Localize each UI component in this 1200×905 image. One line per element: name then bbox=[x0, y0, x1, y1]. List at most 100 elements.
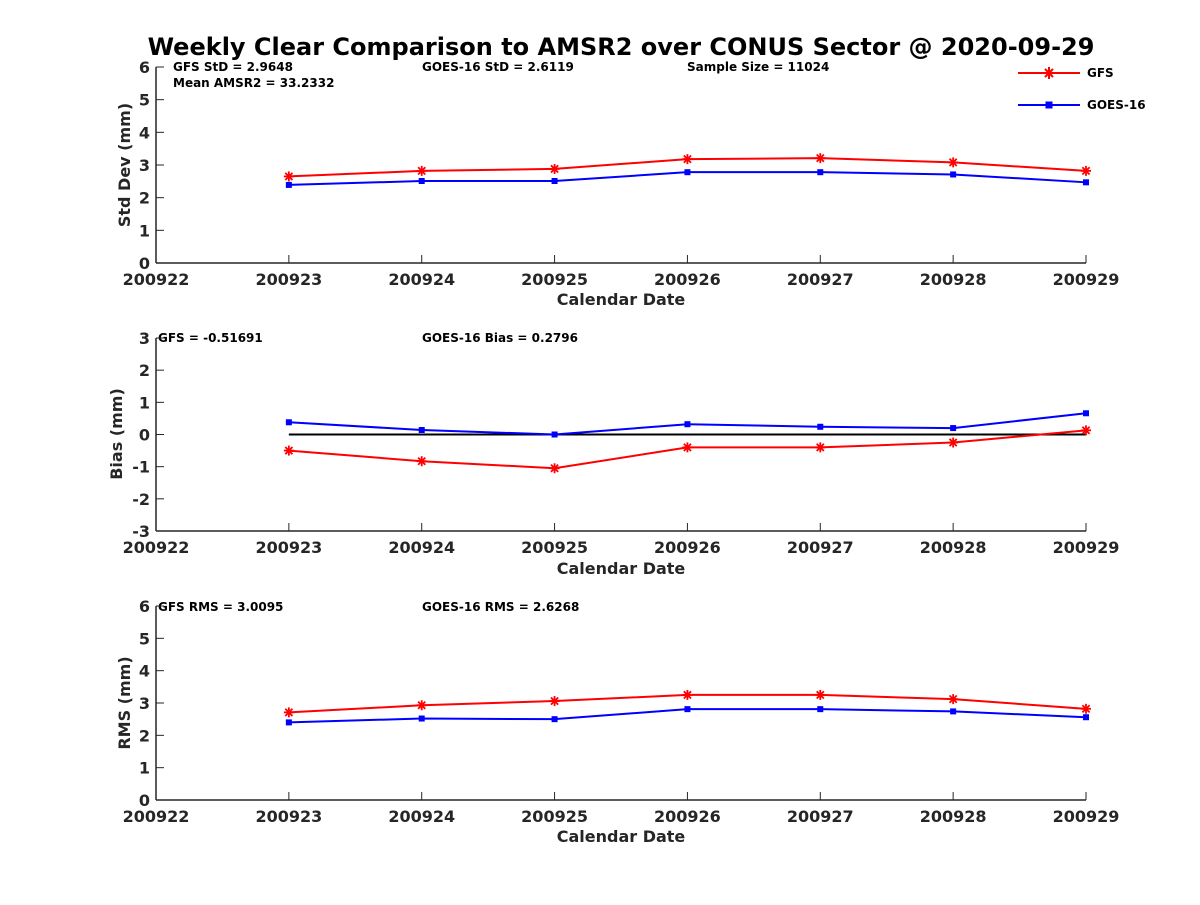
data-point-gfs bbox=[416, 456, 427, 467]
legend-gfs-label: GFS bbox=[1087, 66, 1114, 80]
data-point-gfs bbox=[283, 171, 294, 182]
data-point-gfs bbox=[815, 153, 826, 164]
y-tick-label: 3 bbox=[139, 694, 150, 713]
x-tick-label: 200929 bbox=[1053, 270, 1120, 289]
data-point-goes16 bbox=[1083, 179, 1089, 186]
data-point-goes16 bbox=[817, 423, 824, 430]
data-point-goes16 bbox=[684, 169, 691, 176]
data-point-gfs bbox=[815, 689, 826, 700]
data-point-goes16 bbox=[551, 431, 558, 438]
panel-bias: Bias (mm) Calendar Date GFS = -0.51691 G… bbox=[107, 329, 1119, 578]
data-point-goes16 bbox=[684, 421, 691, 428]
legend-goes16-label: GOES-16 bbox=[1087, 98, 1146, 112]
data-point-goes16 bbox=[551, 716, 558, 723]
chart-title: Weekly Clear Comparison to AMSR2 over CO… bbox=[148, 33, 1095, 61]
x-tick-label: 200929 bbox=[1053, 538, 1120, 557]
panel-rms-ylabel: RMS (mm) bbox=[115, 656, 134, 749]
x-tick-label: 200928 bbox=[920, 538, 987, 557]
x-tick-label: 200927 bbox=[787, 807, 854, 826]
x-tick-label: 200922 bbox=[123, 538, 190, 557]
annot-sample-size: Sample Size = 11024 bbox=[687, 60, 829, 74]
panel-std-dev-ylabel: Std Dev (mm) bbox=[115, 103, 134, 227]
y-tick-label: 6 bbox=[139, 58, 150, 77]
data-point-goes16 bbox=[418, 426, 425, 433]
data-point-goes16 bbox=[418, 715, 425, 722]
data-point-gfs bbox=[682, 154, 693, 165]
y-tick-label: -2 bbox=[132, 490, 150, 509]
x-tick-label: 200927 bbox=[787, 538, 854, 557]
annot-gfs-bias: GFS = -0.51691 bbox=[158, 331, 263, 345]
x-tick-label: 200923 bbox=[255, 807, 322, 826]
x-tick-label: 200923 bbox=[255, 538, 322, 557]
panel-std-dev-xlabel: Calendar Date bbox=[557, 290, 686, 309]
y-tick-label: 0 bbox=[139, 254, 150, 273]
data-point-gfs bbox=[283, 707, 294, 718]
data-point-gfs bbox=[948, 437, 959, 448]
data-point-goes16 bbox=[817, 706, 824, 713]
x-tick-label: 200926 bbox=[654, 270, 721, 289]
data-point-goes16 bbox=[551, 178, 558, 185]
data-point-gfs bbox=[1081, 165, 1091, 176]
x-tick-label: 200925 bbox=[521, 538, 588, 557]
annot-mean-amsr2: Mean AMSR2 = 33.2332 bbox=[173, 76, 334, 90]
data-point-goes16 bbox=[285, 719, 292, 726]
data-point-gfs bbox=[682, 689, 693, 700]
data-point-goes16 bbox=[1083, 410, 1089, 417]
panel-bias-xlabel: Calendar Date bbox=[557, 559, 686, 578]
x-tick-label: 200922 bbox=[123, 270, 190, 289]
y-tick-label: 1 bbox=[139, 221, 150, 240]
legend-gfs-marker bbox=[1043, 67, 1055, 79]
y-tick-label: 0 bbox=[139, 791, 150, 810]
data-point-goes16 bbox=[285, 181, 292, 188]
x-tick-label: 200926 bbox=[654, 807, 721, 826]
data-point-goes16 bbox=[950, 425, 957, 432]
annot-gfs-std: GFS StD = 2.9648 bbox=[173, 60, 293, 74]
y-tick-label: -3 bbox=[132, 522, 150, 541]
y-tick-label: 5 bbox=[139, 91, 150, 110]
x-tick-label: 200924 bbox=[388, 807, 455, 826]
x-tick-label: 200929 bbox=[1053, 807, 1120, 826]
y-tick-label: 4 bbox=[139, 123, 150, 142]
x-tick-label: 200925 bbox=[521, 807, 588, 826]
annot-goes16-rms: GOES-16 RMS = 2.6268 bbox=[422, 600, 579, 614]
data-point-goes16 bbox=[418, 178, 425, 185]
data-point-goes16 bbox=[684, 706, 691, 713]
x-tick-label: 200924 bbox=[388, 538, 455, 557]
x-tick-label: 200926 bbox=[654, 538, 721, 557]
annot-gfs-rms: GFS RMS = 3.0095 bbox=[158, 600, 283, 614]
data-point-gfs bbox=[549, 696, 560, 707]
data-point-gfs bbox=[549, 163, 560, 174]
x-tick-label: 200925 bbox=[521, 270, 588, 289]
data-point-goes16 bbox=[285, 419, 292, 426]
y-tick-label: 6 bbox=[139, 597, 150, 616]
data-point-goes16 bbox=[950, 171, 957, 178]
y-tick-label: 5 bbox=[139, 629, 150, 648]
annot-goes16-std: GOES-16 StD = 2.6119 bbox=[422, 60, 574, 74]
y-tick-label: 2 bbox=[139, 361, 150, 380]
annot-goes16-bias: GOES-16 Bias = 0.2796 bbox=[422, 331, 578, 345]
data-point-gfs bbox=[1081, 425, 1091, 436]
data-point-goes16 bbox=[950, 708, 957, 715]
data-point-gfs bbox=[416, 700, 427, 711]
data-point-gfs bbox=[283, 445, 294, 456]
x-tick-label: 200928 bbox=[920, 807, 987, 826]
legend: GFS GOES-16 bbox=[1018, 66, 1146, 112]
x-tick-label: 200924 bbox=[388, 270, 455, 289]
x-tick-label: 200922 bbox=[123, 807, 190, 826]
data-point-goes16 bbox=[1083, 714, 1089, 721]
y-tick-label: 2 bbox=[139, 189, 150, 208]
x-tick-label: 200928 bbox=[920, 270, 987, 289]
panel-bias-ylabel: Bias (mm) bbox=[107, 388, 126, 480]
panel-rms-xlabel: Calendar Date bbox=[557, 827, 686, 846]
legend-goes16-marker bbox=[1045, 101, 1053, 109]
data-point-gfs bbox=[948, 157, 959, 168]
data-point-goes16 bbox=[817, 169, 824, 176]
panel-std-dev: Std Dev (mm) Calendar Date GFS StD = 2.9… bbox=[115, 58, 1119, 309]
y-tick-label: -1 bbox=[132, 458, 150, 477]
data-point-gfs bbox=[416, 165, 427, 176]
data-point-gfs bbox=[682, 442, 693, 453]
data-point-gfs bbox=[948, 694, 959, 705]
x-tick-label: 200927 bbox=[787, 270, 854, 289]
